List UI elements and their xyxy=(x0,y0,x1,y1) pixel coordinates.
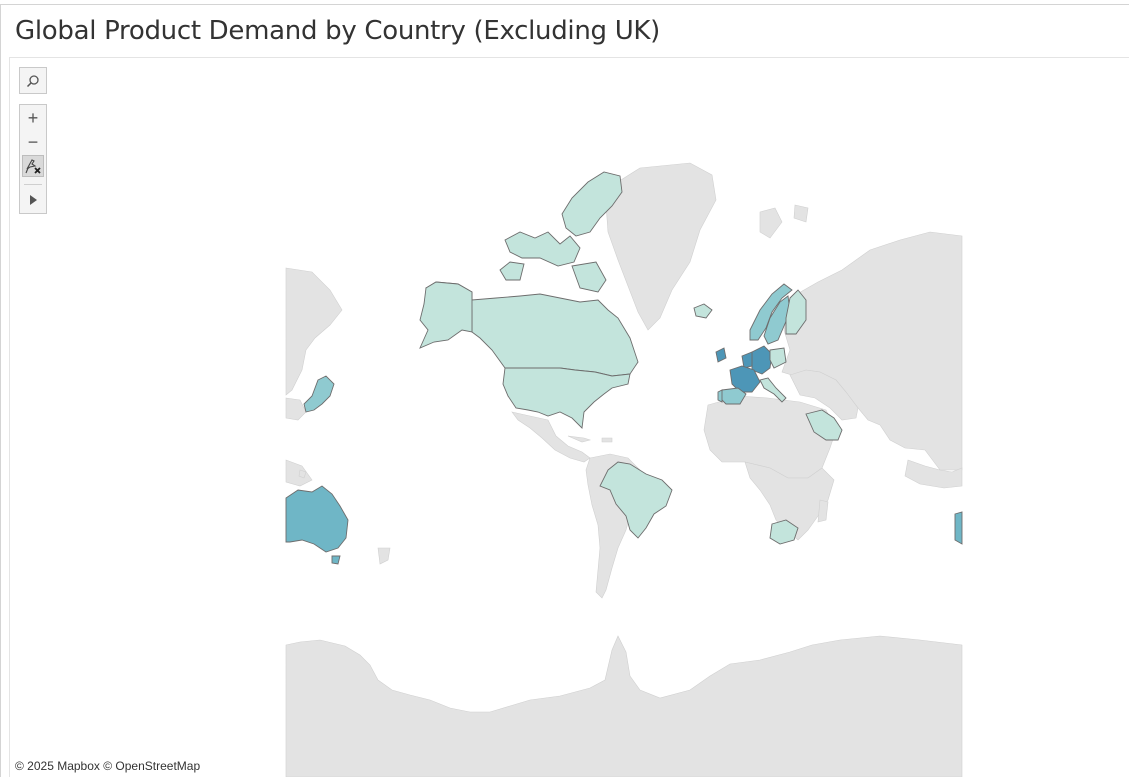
country-canada-arctic-islands xyxy=(499,171,623,293)
country-australia xyxy=(285,485,349,553)
central-africa-land xyxy=(744,461,835,541)
southeast-asia-land xyxy=(285,397,313,487)
country-iceland xyxy=(693,303,713,319)
antarctica-land xyxy=(285,635,963,777)
eurasia-land xyxy=(781,231,963,471)
map-frame[interactable] xyxy=(9,57,1129,777)
east-asia-land xyxy=(285,267,343,396)
toolbar-divider xyxy=(24,184,42,185)
map-zoom-panel: + − xyxy=(19,104,47,214)
country-norway xyxy=(749,283,793,341)
country-germany xyxy=(751,345,773,375)
mexico-central-america-land xyxy=(511,411,591,463)
country-united-states xyxy=(502,367,631,429)
country-italy xyxy=(759,377,787,403)
map-search-panel xyxy=(19,67,47,94)
country-japan xyxy=(303,375,335,413)
play-icon xyxy=(30,195,37,205)
north-africa-land xyxy=(703,395,837,479)
minus-icon: − xyxy=(27,131,39,152)
country-south-africa xyxy=(769,519,799,545)
zoom-out-button[interactable]: − xyxy=(20,130,46,154)
madagascar-land xyxy=(817,499,829,523)
pacific-islands-land xyxy=(298,469,391,565)
country-brazil xyxy=(599,461,673,539)
top-rule xyxy=(0,4,1129,5)
country-ireland xyxy=(715,347,727,363)
country-poland xyxy=(769,347,787,369)
left-rule xyxy=(0,4,1,777)
caribbean-land xyxy=(567,435,613,443)
map-attribution: © 2025 Mapbox © OpenStreetMap xyxy=(15,759,201,773)
pin-map-button[interactable] xyxy=(22,155,44,177)
country-portugal xyxy=(717,389,723,403)
country-canada xyxy=(425,281,639,377)
page-title: Global Product Demand by Country (Exclud… xyxy=(15,16,661,46)
indonesia-land xyxy=(904,459,963,489)
search-button[interactable] xyxy=(20,69,46,93)
zoom-in-button[interactable]: + xyxy=(20,106,46,130)
greenland-land xyxy=(604,162,717,331)
country-new-zealand xyxy=(954,511,963,545)
country-saudi-arabia xyxy=(805,409,843,441)
search-icon xyxy=(26,75,39,88)
svalbard-land xyxy=(759,204,809,239)
country-finland xyxy=(785,289,807,335)
plus-icon: + xyxy=(27,107,39,128)
country-tasmania xyxy=(331,555,341,565)
middle-east-land xyxy=(789,369,859,421)
country-france xyxy=(729,365,761,393)
country-alaska xyxy=(419,281,473,349)
unpin-icon xyxy=(25,159,41,174)
country-benelux xyxy=(741,351,753,369)
expand-toolbar-button[interactable] xyxy=(20,188,46,212)
